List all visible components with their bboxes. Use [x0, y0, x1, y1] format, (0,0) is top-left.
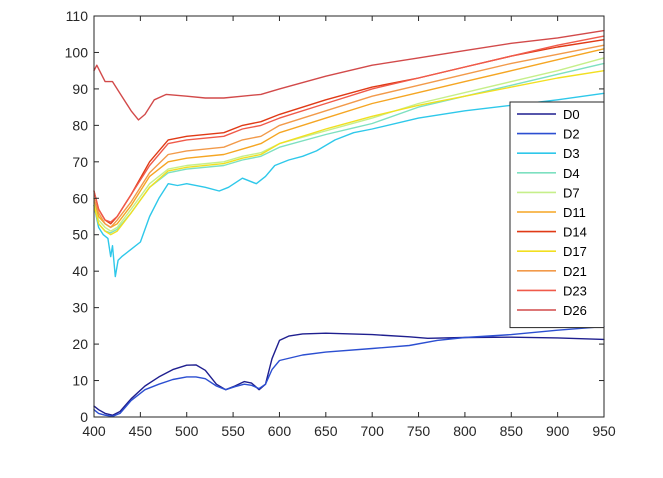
- x-tick-label: 600: [268, 423, 292, 439]
- legend-label-d7: D7: [563, 185, 580, 200]
- y-tick-label: 110: [66, 8, 89, 24]
- x-tick-label: 550: [221, 423, 245, 439]
- x-tick-label: 950: [592, 423, 616, 439]
- legend-label-d3: D3: [563, 146, 580, 161]
- series-line-d23: [93, 35, 605, 223]
- y-tick-label: 40: [72, 263, 88, 279]
- x-tick-label: 900: [546, 423, 570, 439]
- y-tick-label: 90: [72, 81, 88, 97]
- legend-label-d17: D17: [563, 244, 587, 259]
- legend-box: [509, 101, 605, 329]
- x-tick-label: 750: [407, 423, 431, 439]
- y-tick-label: 80: [72, 117, 88, 133]
- y-tick-label: 30: [72, 300, 88, 316]
- legend-label-d11: D11: [563, 205, 586, 220]
- series-line-d3: [93, 92, 605, 278]
- legend-label-d21: D21: [563, 264, 587, 279]
- x-tick-label: 800: [453, 423, 477, 439]
- legend-label-d14: D14: [563, 225, 587, 240]
- series-line-d26: [93, 29, 605, 121]
- legend-label-d26: D26: [563, 303, 587, 318]
- y-tick-label: 70: [72, 154, 88, 170]
- y-tick-label: 20: [72, 336, 88, 352]
- legend-label-d23: D23: [563, 283, 587, 298]
- x-tick-label: 650: [314, 423, 338, 439]
- legend-label-d4: D4: [563, 166, 580, 181]
- x-tick-label: 400: [82, 423, 106, 439]
- legend: D0 D2 D3 D4 D7 D11 D14 D17 D21 D23 D26: [509, 101, 605, 329]
- y-tick-label: 50: [72, 227, 88, 243]
- series-line-d0: [93, 332, 605, 416]
- x-tick-label: 500: [175, 423, 199, 439]
- legend-label-d2: D2: [563, 127, 580, 142]
- y-tick-label: 10: [72, 373, 88, 389]
- x-tick-label: 700: [361, 423, 385, 439]
- x-tick-label: 850: [500, 423, 524, 439]
- series-line-d7: [93, 57, 605, 232]
- axis-ticks: 400 450 500 550 600 650 700 750 800 850 900 950 0 10 2…: [65, 8, 616, 439]
- series-line-d17: [93, 70, 605, 236]
- y-tick-label: 0: [80, 409, 88, 425]
- legend-label-d0: D0: [563, 107, 580, 122]
- y-tick-label: 60: [72, 190, 88, 206]
- series-line-d2: [93, 325, 605, 417]
- x-tick-label: 450: [129, 423, 153, 439]
- plot-lines: [93, 29, 605, 417]
- series-line-d21: [93, 44, 605, 229]
- y-tick-label: 100: [65, 44, 89, 60]
